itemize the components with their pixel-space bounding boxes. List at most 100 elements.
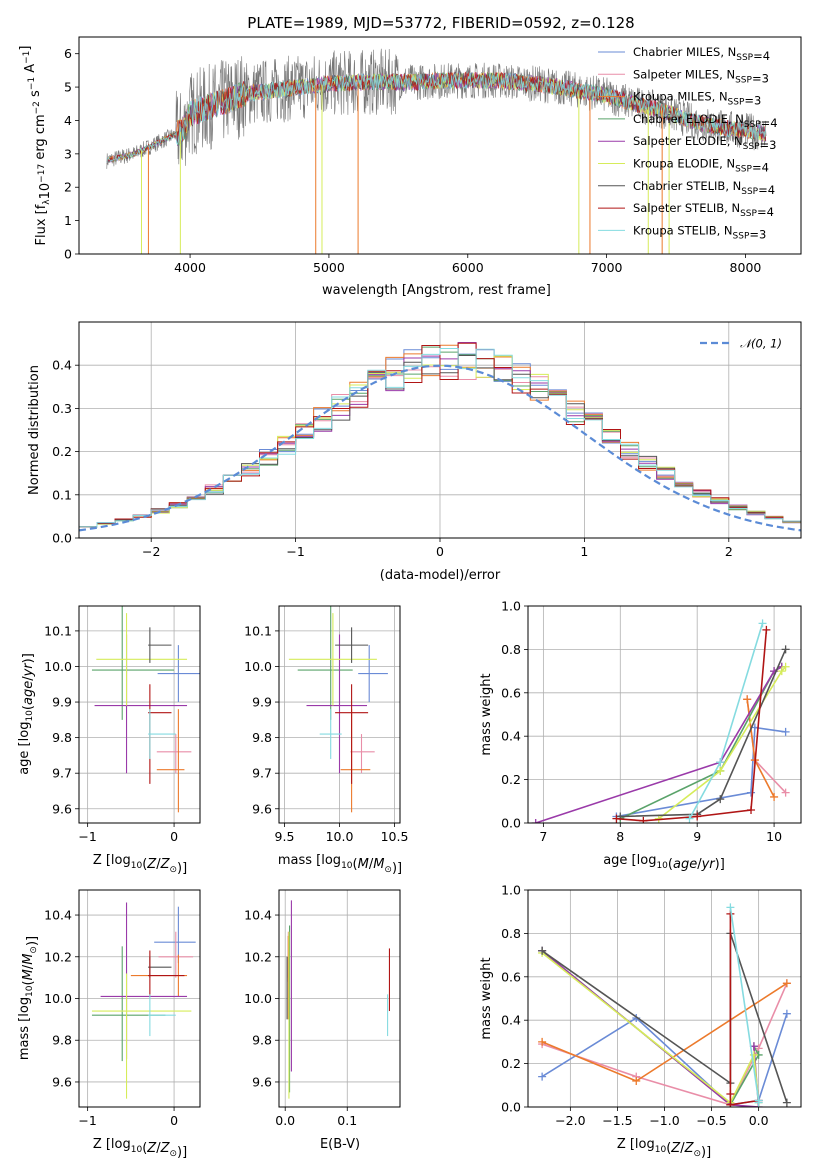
mass-weight-vs-Z-marker-0-0 xyxy=(538,1072,547,1081)
mass-weight-vs-age-line-4 xyxy=(535,666,783,823)
age-vs-Z-ytick-label-5: 10.1 xyxy=(44,623,72,638)
mass-vs-Z-xtick-label-1: 0 xyxy=(170,1113,178,1128)
mass-weight-vs-Z-ylabel: mass weight xyxy=(479,957,494,1039)
mass-weight-vs-age-ytick-label-2: 0.4 xyxy=(501,729,521,744)
mass-weight-vs-Z-ytick-label-3: 0.6 xyxy=(501,969,521,984)
age-vs-mass-ytick-label-0: 9.6 xyxy=(252,801,272,816)
age-vs-mass-xlabel: mass [log10(M/M⊙)] xyxy=(278,853,402,876)
mass-weight-vs-Z-line-5 xyxy=(541,952,760,1104)
mass-weight-vs-Z-marker-6-0 xyxy=(538,946,547,955)
mass-weight-vs-age-marker-6-2 xyxy=(716,795,725,804)
mass-vs-Z-ytick-label-0: 9.6 xyxy=(52,1074,72,1089)
legend-label-7: Salpeter STELIB, NSSP=4 xyxy=(633,201,774,219)
age-vs-mass-xtick-label-2: 10.5 xyxy=(381,829,409,844)
mass-weight-vs-age-frame xyxy=(527,605,802,824)
age-vs-Z-ytick-label-0: 9.6 xyxy=(52,801,72,816)
age-vs-mass-xtick-label-1: 10.0 xyxy=(326,829,354,844)
spectrum-xtick-label-3: 7000 xyxy=(591,260,623,275)
mass-weight-vs-age-series xyxy=(531,619,790,823)
age-vs-mass-ytick-label-3: 9.9 xyxy=(252,695,272,710)
mass-vs-Z-ytick-label-4: 10.4 xyxy=(44,908,72,923)
mass-vs-Z-ylabel: mass [log10(M/M⊙)] xyxy=(17,936,40,1060)
mass-weight-vs-age-marker-5-2 xyxy=(777,667,786,676)
mass-weight-vs-age-marker-5-3 xyxy=(781,662,790,671)
spectrum-ytick-label-2: 2 xyxy=(64,180,72,195)
mass-weight-vs-age-xtick-label-2: 9 xyxy=(693,829,701,844)
mass-vs-Z-ylabel-group: mass [log10(M/M⊙)] xyxy=(17,936,40,1060)
mass-weight-vs-Z-marker-7-2 xyxy=(726,1100,735,1107)
legend-label-6: Chabrier STELIB, NSSP=4 xyxy=(633,179,775,197)
mass-weight-vs-age-line-5 xyxy=(658,666,787,820)
mass-weight-vs-age-marker-4-0 xyxy=(531,819,540,823)
mass-weight-vs-Z-marker-2-1 xyxy=(632,1076,641,1085)
spectrum-ylabel: Flux [fλ10−17 erg cm−2 s−1 A−1] xyxy=(18,46,53,246)
age-vs-Z-ytick-label-4: 10.0 xyxy=(44,659,72,674)
mass-vs-Z-ytick-label-2: 10.0 xyxy=(44,991,72,1006)
mass-weight-vs-age-xtick-label-3: 10 xyxy=(766,829,782,844)
mass-vs-Z-axes: −1 0 9.6 9.8 10.0 10.2 10.4 xyxy=(44,890,200,1128)
age-vs-Z-points xyxy=(91,606,200,813)
mass-vs-Z-ytick-label-1: 9.8 xyxy=(52,1033,72,1048)
mass-weight-vs-age-marker-8-0 xyxy=(685,814,694,823)
mass-weight-vs-age-marker-0-3 xyxy=(781,727,790,736)
mass-weight-vs-age-marker-6-3 xyxy=(781,645,790,654)
mass-weight-vs-Z-xtick-label-4: 0.0 xyxy=(749,1113,769,1128)
mass-weight-vs-Z-ytick-label-2: 0.4 xyxy=(501,1013,521,1028)
age-vs-mass-points xyxy=(288,606,388,813)
residuals-ytick-label-3: 0.3 xyxy=(52,401,72,416)
spectrum-frame xyxy=(78,36,802,255)
mass-vs-Z-frame xyxy=(78,889,201,1108)
figure-title: PLATE=1989, MJD=53772, FIBERID=0592, z=0… xyxy=(247,14,634,32)
mass-weight-vs-Z-ytick-label-0: 0.0 xyxy=(501,1100,521,1115)
mass-weight-vs-age-marker-8-1 xyxy=(716,758,725,767)
mass-weight-vs-age-marker-7-1 xyxy=(639,816,648,823)
mass-weight-vs-age-ylabel: mass weight xyxy=(479,673,494,755)
spectrum-ytick-label-0: 0 xyxy=(64,247,72,262)
mass-weight-vs-Z-xtick-label-0: −2.0 xyxy=(555,1113,585,1128)
age-vs-Z-xtick-label-1: 0 xyxy=(170,829,178,844)
residuals-xtick-label-3: 1 xyxy=(580,544,588,559)
mass-weight-vs-Z-series xyxy=(538,903,791,1107)
legend-label-3: Chabrier ELODIE, NSSP=4 xyxy=(633,112,778,130)
mass-weight-vs-age-ytick-label-5: 1.0 xyxy=(501,599,521,614)
age-vs-Z-ytick-label-3: 9.9 xyxy=(52,695,72,710)
age-vs-mass-ytick-label-2: 9.8 xyxy=(252,730,272,745)
legend-label-1: Salpeter MILES, NSSP=3 xyxy=(633,67,769,85)
age-vs-Z-xtick-label-0: −1 xyxy=(78,829,96,844)
age-vs-mass-axes: 9.5 10.0 10.5 9.6 9.7 9.8 9.9 10.0 10.1 xyxy=(244,606,408,844)
mass-vs-EBV-ytick-label-1: 9.8 xyxy=(252,1033,272,1048)
mass-vs-EBV-ytick-label-0: 9.6 xyxy=(252,1074,272,1089)
residuals-ytick-label-4: 0.4 xyxy=(52,358,72,373)
residuals-ytick-label-2: 0.2 xyxy=(52,444,72,459)
mass-weight-vs-age-axes: 7 8 9 10 0.0 0.2 0.4 0.6 0.8 1.0 xyxy=(501,599,801,844)
age-vs-mass-ytick-label-1: 9.7 xyxy=(252,766,272,781)
residuals-legend-label: 𝒩(0, 1) xyxy=(740,337,782,351)
spectrum-xtick-label-0: 4000 xyxy=(174,260,206,275)
age-vs-mass-ytick-label-4: 10.0 xyxy=(244,659,272,674)
mass-weight-vs-Z-marker-0-4 xyxy=(782,1009,791,1018)
mass-weight-vs-Z-marker-2-2 xyxy=(782,979,791,988)
mass-weight-vs-age-marker-7-4 xyxy=(762,625,771,634)
mass-weight-vs-age-line-7 xyxy=(616,629,768,822)
spectrum-ytick-label-3: 3 xyxy=(64,146,72,161)
spectrum-ylabel-group: Flux [fλ10−17 erg cm−2 s−1 A−1] xyxy=(18,46,53,246)
spectrum-xtick-label-2: 6000 xyxy=(452,260,484,275)
mass-weight-vs-Z-ytick-label-5: 1.0 xyxy=(501,883,521,898)
mass-weight-vs-Z-ytick-label-4: 0.8 xyxy=(501,926,521,941)
spectrum-ytick-label-5: 5 xyxy=(64,80,72,95)
mass-vs-EBV-xtick-label-0: 0.0 xyxy=(275,1113,295,1128)
mass-weight-vs-Z-xtick-label-2: −1.0 xyxy=(649,1113,679,1128)
residuals-xlabel: (data-model)/error xyxy=(380,568,501,583)
mass-vs-Z-xlabel: Z [log10(Z/Z⊙)] xyxy=(93,1137,187,1160)
mass-weight-vs-Z-marker-7-1 xyxy=(726,1089,735,1098)
spectrum-lines xyxy=(106,48,767,254)
mass-weight-vs-age-marker-7-3 xyxy=(747,805,756,814)
legend-label-0: Chabrier MILES, NSSP=4 xyxy=(633,45,770,63)
spectrum-xtick-label-1: 5000 xyxy=(313,260,345,275)
spectrum-ytick-label-6: 6 xyxy=(64,46,72,61)
mass-weight-vs-age-marker-5-1 xyxy=(716,766,725,775)
mass-vs-EBV-frame xyxy=(278,889,401,1108)
mass-vs-EBV-xlabel: E(B-V) xyxy=(320,1137,360,1152)
residuals-xtick-label-2: 0 xyxy=(436,544,444,559)
